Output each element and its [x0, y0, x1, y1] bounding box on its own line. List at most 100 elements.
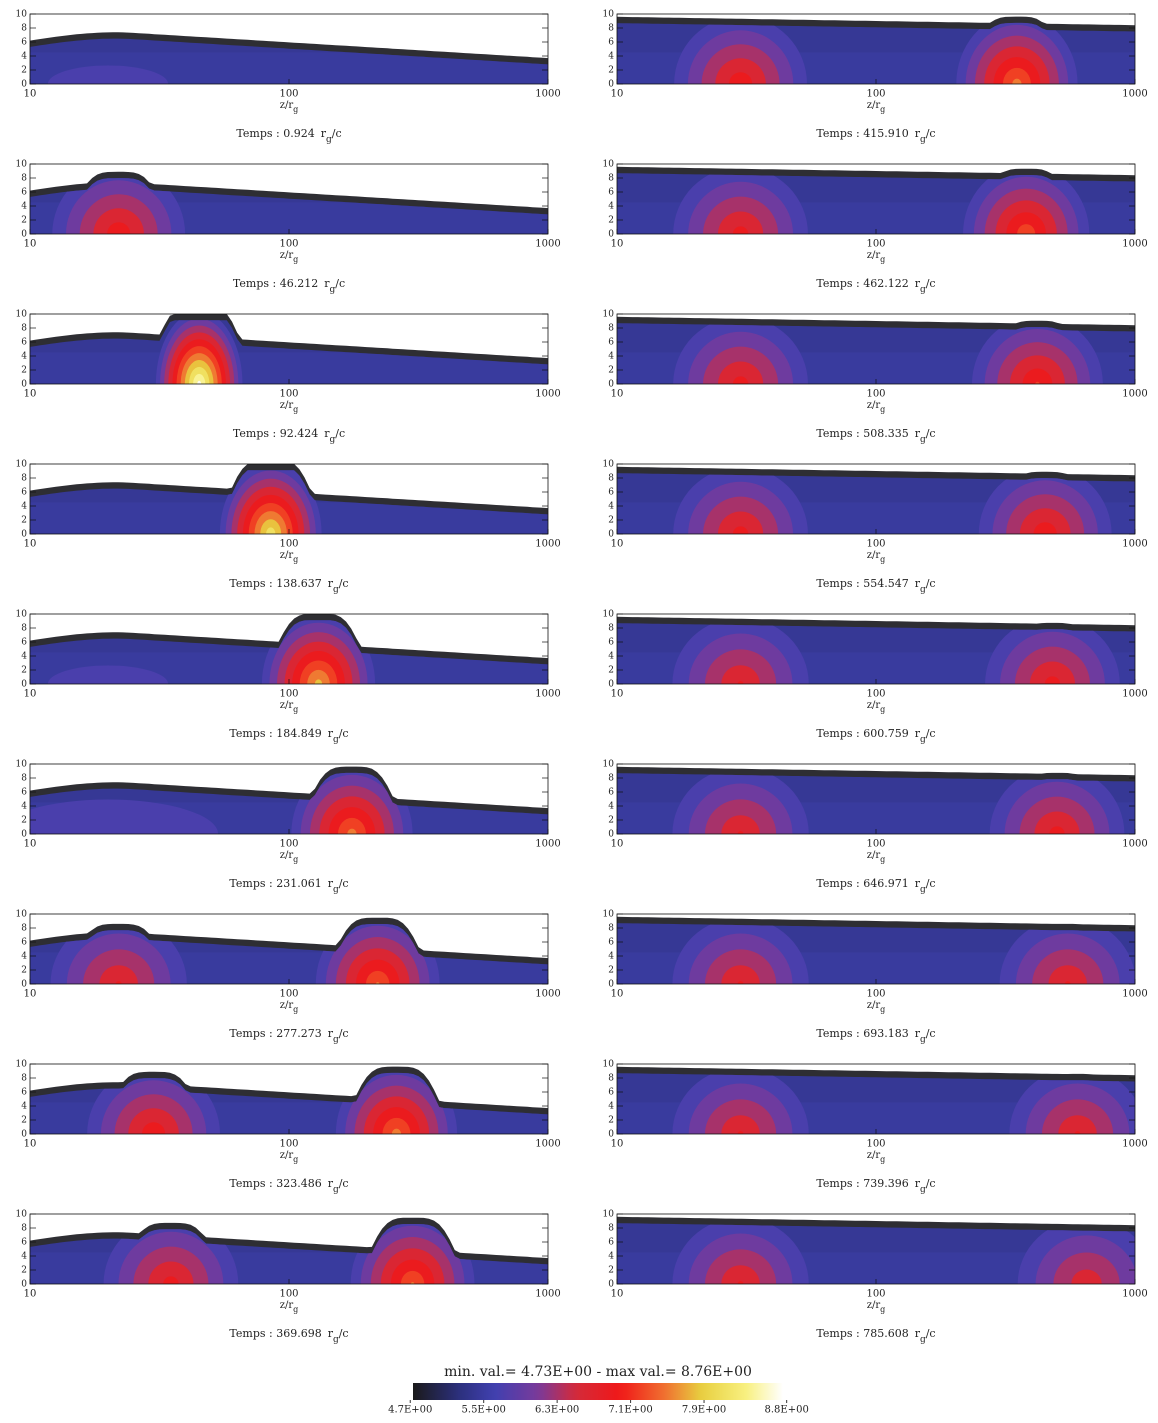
panel: 0 2 4 6 8 10 10 100 1000 z/rg Temps : 369.698 rg/c: [16, 1210, 561, 1345]
x-axis-label: z/rg: [867, 100, 886, 115]
y-tick-label: 0: [608, 1130, 614, 1140]
y-tick-label: 10: [16, 1060, 28, 1070]
colorbar: [413, 1383, 783, 1400]
contour-level: [721, 1265, 760, 1284]
contour-level: [1006, 212, 1047, 234]
y-tick-label: 0: [21, 1280, 27, 1290]
y-tick-label: 8: [21, 774, 27, 784]
panel: 0 2 4 6 8 10 10 100 1000 z/rg Temps : 138.637 rg/c: [16, 460, 561, 595]
contour-level: [66, 933, 171, 984]
contour-level: [30, 799, 219, 834]
y-tick-label: 0: [608, 80, 614, 90]
y-tick-label: 2: [608, 66, 614, 76]
y-tick-label: 2: [21, 366, 27, 376]
x-tick-label: 100: [279, 839, 298, 850]
panel: 0 2 4 6 8 10 10 100 1000 z/rg Temps : 600.759 rg/c: [603, 610, 1148, 745]
x-tick-label: 100: [866, 389, 885, 400]
caption: Temps : 231.061 rg/c: [229, 877, 348, 895]
y-tick-label: 2: [608, 216, 614, 226]
contour-level: [337, 817, 366, 834]
caption: Temps : 138.637 rg/c: [229, 577, 348, 595]
x-tick-label: 10: [24, 389, 37, 400]
y-tick-label: 2: [608, 966, 614, 976]
y-tick-label: 0: [608, 380, 614, 390]
y-tick-label: 10: [16, 910, 28, 920]
caption: Temps : 785.608 rg/c: [816, 1327, 935, 1345]
y-tick-label: 8: [608, 24, 614, 34]
x-tick-label: 1000: [1122, 989, 1147, 1000]
panel: 0 2 4 6 8 10 10 100 1000 z/rg Temps : 693.183 rg/c: [603, 910, 1148, 1045]
y-tick-label: 0: [21, 230, 27, 240]
x-axis-label: z/rg: [867, 1150, 886, 1165]
x-axis-label: z/rg: [280, 100, 299, 115]
x-tick-label: 1000: [535, 239, 560, 250]
contour-level: [254, 511, 287, 534]
x-tick-label: 1000: [1122, 839, 1147, 850]
contour-level: [1053, 1252, 1120, 1284]
colorbar-tick-label: 7.1E+00: [608, 1405, 652, 1416]
y-tick-label: 8: [608, 624, 614, 634]
contour-level: [1074, 1131, 1081, 1134]
y-tick-label: 4: [608, 952, 614, 962]
contour-level: [993, 57, 1041, 84]
caption: Temps : 0.924 rg/c: [236, 127, 341, 145]
y-tick-label: 10: [603, 160, 615, 170]
colorbar-tick-label: 7.9E+00: [682, 1405, 726, 1416]
y-tick-label: 6: [608, 1238, 614, 1248]
contour-level: [737, 981, 744, 984]
contour-level: [193, 373, 206, 384]
contour-level: [732, 376, 749, 384]
y-tick-label: 8: [608, 1074, 614, 1084]
y-tick-label: 6: [21, 1238, 27, 1248]
x-tick-label: 10: [24, 1139, 37, 1150]
contour-level: [1002, 67, 1031, 84]
y-tick-label: 4: [608, 352, 614, 362]
y-tick-label: 4: [21, 952, 27, 962]
x-tick-label: 10: [611, 89, 624, 100]
y-tick-label: 6: [21, 338, 27, 348]
caption: Temps : 600.759 rg/c: [816, 727, 935, 745]
y-tick-label: 4: [21, 502, 27, 512]
y-tick-label: 10: [603, 1210, 615, 1220]
x-axis-label: z/rg: [867, 850, 886, 865]
panel: 0 2 4 6 8 10 10 100 1000 z/rg Temps : 646.971 rg/c: [603, 760, 1148, 895]
x-tick-label: 100: [866, 539, 885, 550]
caption: Temps : 323.486 rg/c: [229, 1177, 348, 1195]
y-tick-label: 6: [21, 638, 27, 648]
y-tick-label: 8: [21, 624, 27, 634]
x-tick-label: 100: [279, 239, 298, 250]
y-tick-label: 4: [21, 652, 27, 662]
caption: Temps : 92.424 rg/c: [233, 427, 345, 445]
x-tick-label: 1000: [535, 839, 560, 850]
contour-level: [345, 948, 410, 984]
x-tick-label: 1000: [535, 1289, 560, 1300]
x-tick-label: 10: [611, 389, 624, 400]
y-tick-label: 4: [608, 1102, 614, 1112]
y-tick-label: 2: [608, 1266, 614, 1276]
y-tick-label: 4: [21, 52, 27, 62]
x-axis-label: z/rg: [867, 1000, 886, 1015]
y-tick-label: 8: [608, 924, 614, 934]
pulse: [291, 772, 413, 834]
y-tick-label: 6: [21, 938, 27, 948]
contour-level: [197, 380, 202, 384]
contour-level: [703, 196, 779, 234]
y-tick-label: 0: [21, 530, 27, 540]
y-tick-label: 4: [21, 1252, 27, 1262]
caption: Temps : 508.335 rg/c: [816, 427, 935, 445]
field: [617, 473, 1135, 534]
y-tick-label: 10: [603, 460, 615, 470]
contour-level: [737, 1281, 744, 1284]
contour-level: [705, 799, 777, 834]
y-tick-label: 4: [608, 652, 614, 662]
y-tick-label: 0: [21, 1130, 27, 1140]
contour-level: [729, 72, 753, 84]
y-tick-label: 0: [608, 830, 614, 840]
y-tick-label: 2: [21, 516, 27, 526]
caption: Temps : 46.212 rg/c: [233, 277, 345, 295]
y-tick-label: 4: [608, 202, 614, 212]
x-tick-label: 1000: [1122, 1139, 1147, 1150]
contour-level: [1017, 224, 1036, 234]
y-tick-label: 6: [21, 788, 27, 798]
y-tick-label: 2: [21, 216, 27, 226]
